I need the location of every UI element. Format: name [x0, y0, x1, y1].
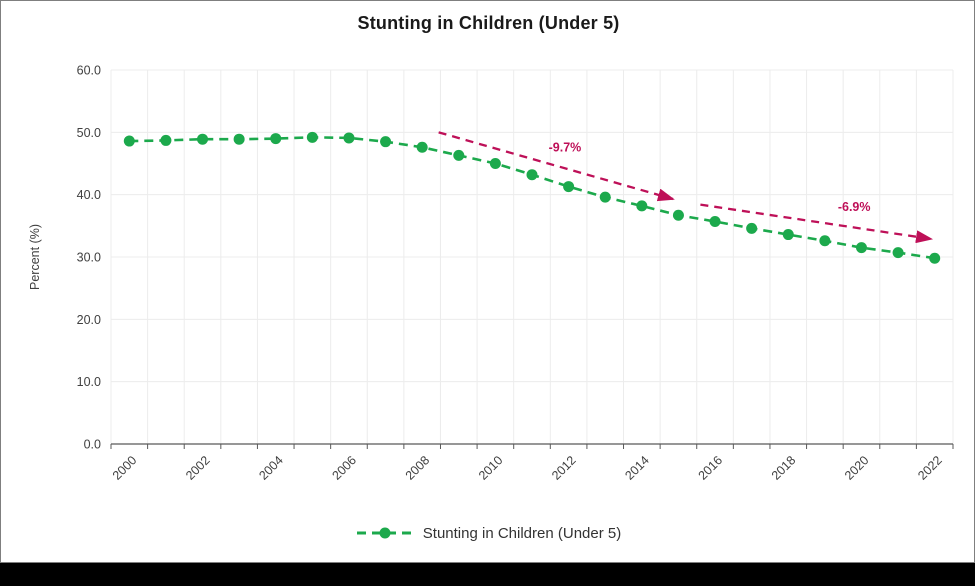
y-tick-label: 10.0: [77, 375, 101, 389]
x-tick-label: 2020: [842, 453, 872, 483]
data-point-2003: [233, 133, 245, 145]
data-point-2009: [453, 149, 465, 161]
x-tick-label: 2016: [696, 453, 726, 483]
data-point-2015: [672, 209, 684, 221]
data-point-2014: [636, 200, 648, 212]
y-tick-label: 30.0: [77, 251, 101, 265]
y-tick-label: 40.0: [77, 188, 101, 202]
y-axis-title: Percent (%): [28, 224, 42, 290]
data-point-2002: [197, 133, 209, 145]
y-tick-label: 60.0: [77, 64, 101, 78]
data-point-2005: [306, 131, 318, 143]
legend-line-swatch: [356, 527, 413, 539]
x-tick-label: 2012: [549, 453, 579, 483]
chart-title: Stunting in Children (Under 5): [357, 13, 620, 33]
data-point-2021: [892, 247, 904, 259]
x-tick-label: 2018: [769, 453, 799, 483]
x-tick-label: 2006: [330, 453, 360, 483]
x-tick-label: 2008: [403, 453, 433, 483]
trend-label-1: -9.7%: [549, 140, 582, 154]
data-point-2012: [563, 181, 575, 193]
data-point-2007: [380, 136, 392, 148]
x-tick-label: 2010: [476, 453, 506, 483]
y-tick-label: 50.0: [77, 126, 101, 140]
y-tick-label: 20.0: [77, 313, 101, 327]
data-point-2011: [526, 169, 538, 181]
legend-label: Stunting in Children (Under 5): [422, 524, 622, 542]
data-point-2013: [599, 191, 611, 203]
data-point-2022: [929, 252, 941, 264]
chart-panel: Stunting in Children (Under 5) 0.0 10.0 20…: [0, 0, 975, 563]
trend-arrow-1: [438, 131, 675, 202]
data-point-2010: [489, 158, 501, 169]
legend: Stunting in Children (Under 5): [1, 522, 975, 544]
data-point-2000: [123, 135, 135, 147]
data-point-2019: [819, 235, 831, 247]
data-point-2006: [343, 132, 355, 144]
chart-plot-area: 0.0 10.0 20.0 30.0 40.0 50.0 60.0 2000 2002 2004 2…: [28, 64, 954, 483]
x-tick-label: 2000: [110, 453, 140, 483]
series-line: [129, 135, 935, 260]
data-point-2016: [709, 215, 721, 227]
data-point-2017: [746, 222, 758, 234]
data-point-2008: [416, 141, 428, 153]
bottom-black-bar: [0, 563, 975, 586]
data-point-2004: [270, 133, 282, 145]
legend-marker-dot: [379, 527, 391, 539]
data-point-2001: [160, 134, 172, 146]
data-point-2020: [855, 242, 867, 254]
x-tick-label: 2014: [622, 453, 652, 483]
y-tick-label: 0.0: [84, 438, 101, 452]
trend-arrow-2: [700, 203, 934, 244]
x-tick-label: 2002: [183, 453, 213, 483]
x-tick-label: 2004: [256, 453, 286, 483]
data-point-2018: [782, 229, 794, 241]
x-tick-label: 2022: [915, 453, 945, 483]
trend-label-2: -6.9%: [838, 200, 871, 214]
